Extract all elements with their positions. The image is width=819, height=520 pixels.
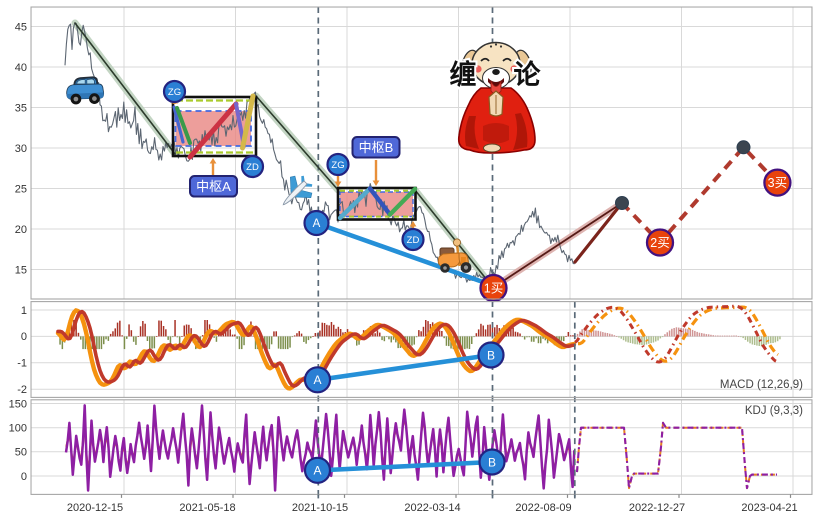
svg-text:2020-12-15: 2020-12-15 <box>67 502 123 514</box>
svg-text:45: 45 <box>15 21 27 33</box>
svg-text:150: 150 <box>9 398 27 410</box>
svg-text:A: A <box>313 373 321 387</box>
svg-text:B: B <box>488 455 496 469</box>
svg-text:2023-04-21: 2023-04-21 <box>741 502 797 514</box>
svg-text:40: 40 <box>15 62 27 74</box>
svg-text:15: 15 <box>15 264 27 276</box>
svg-text:0: 0 <box>21 331 27 343</box>
svg-text:2买: 2买 <box>650 236 669 250</box>
svg-text:ZD: ZD <box>407 235 420 246</box>
svg-text:20: 20 <box>15 224 27 236</box>
svg-text:0: 0 <box>21 471 27 483</box>
svg-text:2022-03-14: 2022-03-14 <box>404 502 460 514</box>
svg-text:ZD: ZD <box>246 162 259 173</box>
svg-text:2022-12-27: 2022-12-27 <box>629 502 685 514</box>
svg-text:KDJ (9,3,3): KDJ (9,3,3) <box>745 405 803 417</box>
svg-text:30: 30 <box>15 143 27 155</box>
svg-text:50: 50 <box>15 447 27 459</box>
svg-text:-2: -2 <box>17 384 27 396</box>
svg-text:B: B <box>487 348 495 362</box>
svg-text:1: 1 <box>21 305 27 317</box>
svg-text:MACD (12,26,9): MACD (12,26,9) <box>720 379 803 391</box>
svg-text:ZG: ZG <box>168 87 181 98</box>
svg-text:25: 25 <box>15 183 27 195</box>
svg-text:100: 100 <box>9 423 27 435</box>
svg-text:-1: -1 <box>17 358 27 370</box>
svg-text:2022-08-09: 2022-08-09 <box>515 502 571 514</box>
svg-text:A: A <box>313 218 321 230</box>
svg-text:2021-05-18: 2021-05-18 <box>179 502 235 514</box>
svg-text:中枢A: 中枢A <box>196 179 231 194</box>
svg-text:ZG: ZG <box>331 160 344 171</box>
svg-text:缠: 缠 <box>450 59 477 90</box>
svg-text:论: 论 <box>514 60 542 90</box>
svg-text:2021-10-15: 2021-10-15 <box>292 502 348 514</box>
svg-text:A: A <box>313 464 321 478</box>
svg-text:中枢B: 中枢B <box>359 140 394 155</box>
svg-text:1买: 1买 <box>484 282 503 296</box>
svg-text:3买: 3买 <box>768 176 787 190</box>
svg-text:35: 35 <box>15 102 27 114</box>
